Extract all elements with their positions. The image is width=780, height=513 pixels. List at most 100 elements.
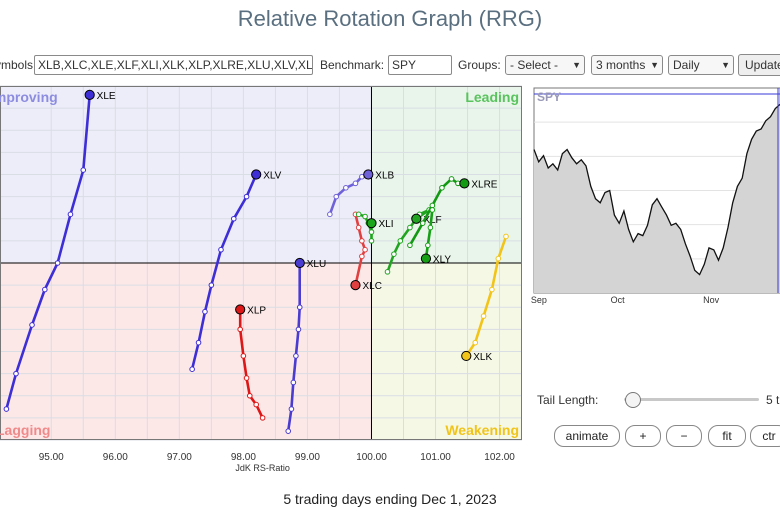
- plot-border: [0, 86, 522, 440]
- head-point-XLP: [235, 304, 246, 315]
- head-point-XLU: [294, 257, 305, 269]
- tail-point-XLP: [246, 392, 253, 399]
- tail-point-XLI: [362, 213, 368, 220]
- head-point-XLF: [411, 213, 422, 224]
- tail-point-XLE: [29, 322, 35, 328]
- x-tick-label: 99.00: [295, 452, 320, 463]
- period-select-value: 3 months: [596, 58, 646, 72]
- tail-point-XLU: [296, 304, 303, 311]
- tail-point-XLF: [391, 251, 397, 257]
- x-tick-label: 98.00: [231, 452, 256, 463]
- frequency-select[interactable]: Daily ▼: [668, 55, 734, 75]
- tail-point-XLC: [355, 224, 362, 231]
- tail-point-XLV: [195, 339, 202, 346]
- tail-point-XLP: [237, 326, 243, 333]
- spy-x-tick-label: Nov: [703, 295, 720, 305]
- frequency-select-value: Daily: [673, 58, 700, 72]
- tail-point-XLF: [407, 224, 413, 231]
- footer-caption: 5 trading days ending Dec 1, 2023: [283, 491, 497, 507]
- tail-point-XLE: [42, 286, 48, 293]
- chevron-down-icon: ▼: [572, 60, 581, 70]
- tail-point-XLC: [362, 246, 368, 253]
- head-point-XLE: [84, 89, 95, 100]
- zoom-out-button[interactable]: −: [666, 425, 702, 447]
- tail-point-XLV: [189, 366, 195, 373]
- tail-point-XLK: [489, 286, 495, 293]
- x-tick-label: 97.00: [167, 452, 192, 463]
- series-label-XLP: XLP: [247, 305, 266, 316]
- tail-length-slider-handle[interactable]: [625, 392, 641, 408]
- quadrant-label-leading: Leading: [465, 89, 519, 105]
- spy-chart-title: SPY: [537, 90, 561, 104]
- quadrant-label-improving: Improving: [0, 89, 58, 105]
- groups-select-value: - Select -: [510, 58, 559, 72]
- series-label-XLE: XLE: [97, 91, 116, 102]
- tail-point-XLY: [425, 242, 431, 249]
- tail-point-XLE: [3, 406, 10, 412]
- tail-point-XLE: [54, 260, 61, 266]
- tail-point-XLP: [259, 415, 266, 421]
- tail-point-XLP: [240, 353, 247, 359]
- tail-point-XLY: [429, 207, 436, 213]
- page-title: Relative Rotation Graph (RRG): [237, 6, 543, 31]
- rrg-chart[interactable]: Improving Leading Lagging Weakening XLE XLV XL…: [0, 80, 528, 480]
- tail-point-XLU: [295, 326, 302, 333]
- tail-point-XLC: [359, 238, 365, 244]
- tail-length-value: 5 t: [766, 393, 780, 407]
- head-point-XLB: [363, 169, 374, 180]
- tail-line-XLV: [190, 173, 258, 371]
- animate-button[interactable]: animate: [554, 425, 620, 447]
- symbols-label: Symbols:: [0, 58, 37, 72]
- tail-length-slider[interactable]: [624, 398, 759, 401]
- tail-point-XLF: [384, 269, 391, 275]
- tail-point-XLI: [355, 211, 362, 218]
- center-button[interactable]: ctr: [750, 425, 780, 447]
- groups-select[interactable]: - Select - ▼: [505, 55, 585, 75]
- series-label-XLY: XLY: [433, 255, 451, 266]
- zoom-in-button[interactable]: +: [625, 425, 661, 447]
- tail-point-XLV: [208, 282, 215, 288]
- tail-point-XLP: [253, 401, 259, 408]
- fit-button[interactable]: fit: [708, 425, 746, 447]
- spy-x-tick-label: Sep: [531, 295, 547, 305]
- series-label-XLC: XLC: [362, 281, 381, 292]
- groups-label: Groups:: [458, 58, 501, 72]
- head-point-XLC: [350, 280, 361, 291]
- tail-point-XLU: [285, 428, 292, 434]
- series-label-XLI: XLI: [378, 219, 393, 230]
- benchmark-input[interactable]: SPY: [388, 55, 452, 75]
- symbols-input[interactable]: XLB,XLC,XLE,XLF,XLI,XLK,XLP,XLRE,XLU,XLV…: [34, 55, 313, 75]
- tail-point-XLK: [495, 255, 502, 262]
- chevron-down-icon: ▼: [721, 60, 730, 70]
- tail-point-XLU: [293, 353, 299, 359]
- x-tick-label: 96.00: [103, 452, 128, 463]
- x-axis-label: JdK RS-Ratio: [235, 463, 290, 473]
- series-label-XLU: XLU: [307, 259, 326, 270]
- tail-point-XLF: [397, 238, 404, 244]
- tail-point-XLK: [503, 233, 509, 240]
- tail-line-XLE: [5, 93, 91, 411]
- tail-point-XLU: [290, 379, 297, 386]
- spy-x-tick-label: Oct: [611, 295, 626, 305]
- tail-point-XLY: [427, 224, 434, 231]
- tail-point-XLB: [343, 184, 349, 191]
- series-label-XLK: XLK: [473, 352, 492, 363]
- spy-line: [533, 103, 780, 276]
- quadrant-label-weakening: Weakening: [445, 422, 519, 438]
- period-select[interactable]: 3 months ▼: [591, 55, 663, 75]
- tail-point-XLC: [359, 253, 365, 260]
- tail-point-XLV: [243, 193, 250, 200]
- head-point-XLY: [420, 253, 432, 264]
- tail-point-XLI: [368, 229, 375, 235]
- tail-point-XLV: [218, 246, 224, 253]
- benchmark-label: Benchmark:: [320, 58, 385, 72]
- series-label-XLRE: XLRE: [471, 179, 497, 190]
- tail-point-XLB: [327, 211, 333, 218]
- update-button[interactable]: Update: [738, 54, 780, 76]
- series-label-XLV: XLV: [263, 171, 281, 182]
- quadrant-label-lagging: Lagging: [0, 422, 50, 438]
- head-point-XLRE: [459, 178, 470, 189]
- spy-price-chart: SPY Sep Oct Nov: [531, 87, 780, 305]
- tail-point-XLE: [67, 211, 74, 218]
- tail-point-XLE: [13, 370, 19, 377]
